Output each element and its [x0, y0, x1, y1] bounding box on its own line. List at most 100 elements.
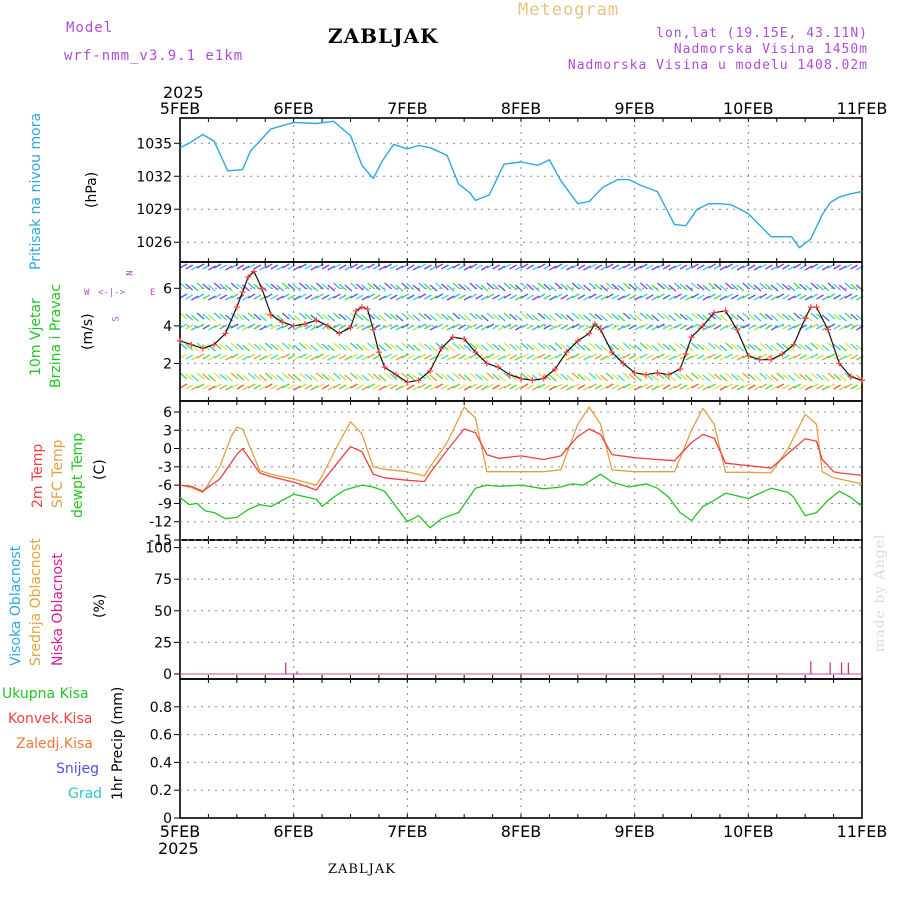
wind-barb	[759, 383, 768, 389]
wind-barb	[293, 284, 302, 292]
wind-barb	[600, 374, 608, 382]
wind-barb	[321, 294, 330, 300]
wind-barb	[537, 312, 546, 320]
wind-barb	[804, 385, 813, 391]
wind-barb	[242, 284, 250, 292]
y-tick-label: 50	[154, 604, 172, 620]
wind-barb	[702, 295, 711, 301]
wind-barb	[236, 324, 245, 330]
precip-legend-total: Ukupna Kisa	[2, 686, 89, 702]
wind-barb	[850, 294, 858, 300]
wind-speed-point	[802, 315, 809, 322]
wind-barb	[418, 263, 427, 269]
wind-barb	[304, 313, 313, 321]
wind-barb	[594, 283, 603, 291]
wind-barb	[236, 343, 245, 351]
wind-barb	[696, 343, 705, 351]
wind-barb	[719, 295, 728, 301]
wind-barb	[531, 314, 540, 322]
wind-barb	[452, 312, 461, 320]
wind-barb	[304, 373, 313, 381]
wind-barb	[185, 324, 194, 330]
wind-barb	[492, 283, 501, 291]
wind-speed-point	[336, 330, 343, 337]
wind-barb	[190, 344, 199, 352]
y-tick-label: 3	[163, 423, 172, 439]
wind-barb	[276, 355, 284, 361]
wind-speed-point	[608, 349, 615, 356]
wind-barb	[407, 294, 415, 300]
wind-barb	[770, 314, 779, 322]
wind-barb	[685, 355, 694, 361]
wind-barb	[611, 343, 620, 351]
wind-barb	[685, 265, 694, 271]
wind-barb	[816, 343, 824, 351]
wind-barb	[759, 312, 768, 320]
wind-speed-point	[745, 352, 752, 359]
wind-barb	[583, 325, 591, 331]
wind-barb	[236, 283, 245, 291]
wind-barb	[747, 373, 756, 381]
wind-barb	[514, 355, 523, 361]
wind-barb	[793, 263, 802, 269]
wind-barb	[696, 313, 705, 321]
wind-barb	[725, 263, 733, 269]
wind-barb	[486, 383, 495, 389]
wind-barb	[230, 312, 239, 320]
wind-speed-point	[597, 326, 604, 333]
wind-barb	[691, 342, 699, 350]
wind-barb	[782, 264, 790, 270]
wind-speed-point	[768, 356, 775, 363]
wind-speed-point	[552, 366, 559, 373]
wind-barb	[213, 323, 222, 329]
wind-barb	[344, 265, 353, 271]
wind-barb	[480, 374, 489, 382]
wind-barb	[520, 353, 529, 359]
wind-barb	[384, 323, 392, 329]
wind-barb	[338, 324, 347, 330]
wind-barb	[554, 293, 563, 299]
wind-barb	[770, 374, 779, 382]
wind-barb	[350, 353, 358, 359]
wind-barb	[361, 265, 370, 271]
wind-barb	[526, 294, 535, 300]
wind-barb	[384, 372, 393, 380]
wind-barb	[327, 295, 336, 301]
wind-barb	[191, 385, 199, 391]
wind-barb	[480, 295, 489, 301]
wind-barb	[497, 295, 506, 301]
wind-barb	[458, 384, 466, 390]
wind-barb	[207, 374, 216, 382]
wind-barb	[600, 314, 608, 322]
wind-barb	[418, 312, 427, 320]
meteogram-label: Meteogram	[518, 0, 620, 20]
wind-speed-point	[483, 360, 490, 367]
wind-barb	[384, 383, 392, 389]
wind-barb	[463, 314, 472, 322]
wind-barb	[554, 372, 563, 380]
wind-feathers	[179, 263, 864, 391]
wind-barb	[532, 295, 540, 301]
wind-barb	[315, 282, 324, 290]
wind-barb	[395, 265, 404, 271]
wind-barb	[708, 282, 716, 290]
wind-barb	[270, 354, 279, 360]
wind-barb	[668, 284, 677, 292]
wind-barb	[264, 312, 273, 320]
wind-barb	[730, 354, 739, 360]
y-tick-label: 75	[154, 572, 172, 588]
wind-barb	[537, 383, 546, 389]
x-tick-label-top: 9FEB	[614, 99, 654, 118]
y-tick-label: 0.8	[150, 700, 172, 716]
wind-barb	[770, 284, 779, 292]
wind-barb	[725, 323, 733, 329]
wind-barb	[696, 373, 705, 381]
wind-barb	[406, 283, 415, 291]
wind-barb	[281, 282, 290, 290]
wind-barb	[816, 264, 824, 270]
wind-barb	[816, 324, 824, 330]
wind-barb	[412, 314, 421, 322]
wind-barb	[838, 374, 847, 382]
wind-barb	[247, 263, 256, 269]
wind-speed-point	[807, 304, 814, 311]
